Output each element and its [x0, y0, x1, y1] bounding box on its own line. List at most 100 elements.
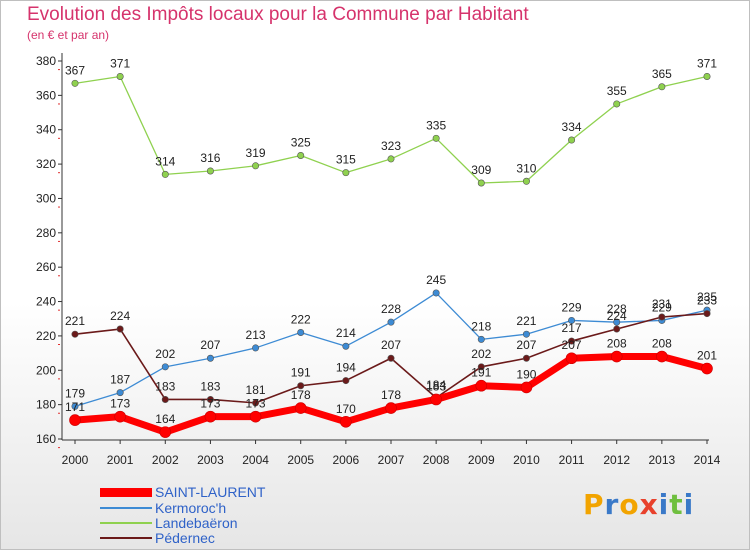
- data-point: [477, 179, 485, 187]
- y-tick-label: 160: [36, 432, 56, 446]
- x-tick-label: 2009: [468, 453, 495, 467]
- x-tick-label: 2001: [107, 453, 134, 467]
- data-label: 233: [697, 294, 717, 308]
- logo-letter: r: [604, 488, 620, 521]
- y-tick-label: 240: [36, 295, 56, 309]
- data-point: [568, 136, 576, 144]
- data-point: [69, 414, 81, 426]
- data-point: [161, 363, 169, 371]
- data-point: [206, 395, 214, 403]
- data-label: 229: [562, 300, 582, 314]
- data-label: 173: [246, 397, 266, 411]
- data-point: [161, 395, 169, 403]
- data-label: 184: [426, 378, 446, 392]
- data-label: 228: [607, 302, 627, 316]
- data-label: 224: [110, 309, 130, 323]
- data-label: 170: [336, 402, 356, 416]
- data-point: [522, 177, 530, 185]
- x-tick-label: 2000: [62, 453, 89, 467]
- data-point: [385, 402, 397, 414]
- data-point: [430, 393, 442, 406]
- y-tick-label: 360: [36, 88, 56, 102]
- data-label: 183: [200, 379, 220, 393]
- y-tick-label: 320: [36, 157, 56, 171]
- data-point: [342, 169, 350, 177]
- data-point: [71, 402, 79, 410]
- data-label: 191: [291, 366, 311, 380]
- data-label: 365: [652, 67, 672, 81]
- data-point: [71, 330, 79, 338]
- data-label: 319: [246, 146, 266, 160]
- x-tick-label: 2014: [694, 453, 721, 467]
- data-label: 164: [155, 412, 175, 426]
- data-point: [565, 352, 578, 365]
- data-label: 201: [697, 349, 717, 363]
- x-tick-label: 2006: [333, 453, 360, 467]
- x-tick-label: 2003: [197, 453, 224, 467]
- data-label: 314: [155, 154, 175, 168]
- data-label: 367: [65, 63, 85, 77]
- legend-label: Pédernec: [155, 530, 215, 546]
- x-tick-label: 2004: [242, 453, 269, 467]
- logo-letter: o: [619, 488, 640, 521]
- data-label: 214: [336, 326, 356, 340]
- data-label: 173: [110, 397, 130, 411]
- data-label: 207: [200, 338, 220, 352]
- data-point: [206, 167, 214, 175]
- data-point: [204, 410, 217, 423]
- data-point: [252, 399, 260, 407]
- logo-letter: t: [669, 488, 684, 521]
- data-point: [387, 354, 395, 362]
- data-label: 217: [562, 321, 582, 335]
- data-label: 222: [291, 312, 311, 326]
- data-point: [206, 354, 214, 362]
- data-point: [613, 325, 621, 333]
- data-label: 229: [652, 300, 672, 314]
- data-label: 325: [291, 136, 311, 150]
- data-point: [249, 410, 262, 423]
- y-tick-label: 380: [36, 54, 56, 68]
- y-tick-label: 260: [36, 260, 56, 274]
- x-tick-label: 2005: [287, 453, 314, 467]
- legend-label: Landebaëron: [155, 515, 238, 531]
- data-point: [114, 410, 126, 423]
- data-point: [297, 382, 305, 390]
- x-tick-label: 2011: [559, 453, 585, 467]
- data-point: [387, 155, 395, 163]
- legend-label: Kermoroc'h: [155, 500, 227, 516]
- data-label: 371: [110, 56, 130, 70]
- data-label: 208: [607, 337, 627, 351]
- x-tick-label: 2013: [649, 453, 676, 467]
- data-label: 208: [652, 337, 672, 351]
- data-label: 335: [426, 118, 446, 132]
- x-tick-label: 2010: [513, 453, 540, 467]
- data-point: [568, 337, 576, 345]
- data-label: 207: [381, 338, 401, 352]
- data-point: [522, 354, 530, 362]
- data-point: [613, 318, 621, 326]
- data-label: 221: [65, 314, 85, 328]
- data-point: [477, 335, 485, 343]
- data-point: [522, 330, 530, 338]
- data-label: 202: [155, 347, 175, 361]
- data-label: 178: [381, 388, 401, 402]
- data-point: [613, 100, 621, 108]
- data-label: 179: [65, 386, 85, 400]
- data-label: 202: [471, 347, 491, 361]
- data-point: [252, 344, 260, 352]
- data-label: 310: [516, 161, 536, 175]
- data-label: 218: [471, 319, 491, 333]
- x-tick-label: 2008: [423, 453, 450, 467]
- data-label: 207: [516, 338, 536, 352]
- data-label: 183: [155, 379, 175, 393]
- data-point: [252, 162, 260, 170]
- data-label: 173: [200, 397, 220, 411]
- chart-title: Evolution des Impôts locaux pour la Comm…: [27, 4, 529, 25]
- data-label: 235: [697, 290, 717, 304]
- y-tick-label: 200: [36, 363, 56, 377]
- data-label: 190: [516, 367, 536, 381]
- data-point: [116, 325, 124, 333]
- data-label: 213: [246, 328, 266, 342]
- data-label: 171: [65, 400, 85, 414]
